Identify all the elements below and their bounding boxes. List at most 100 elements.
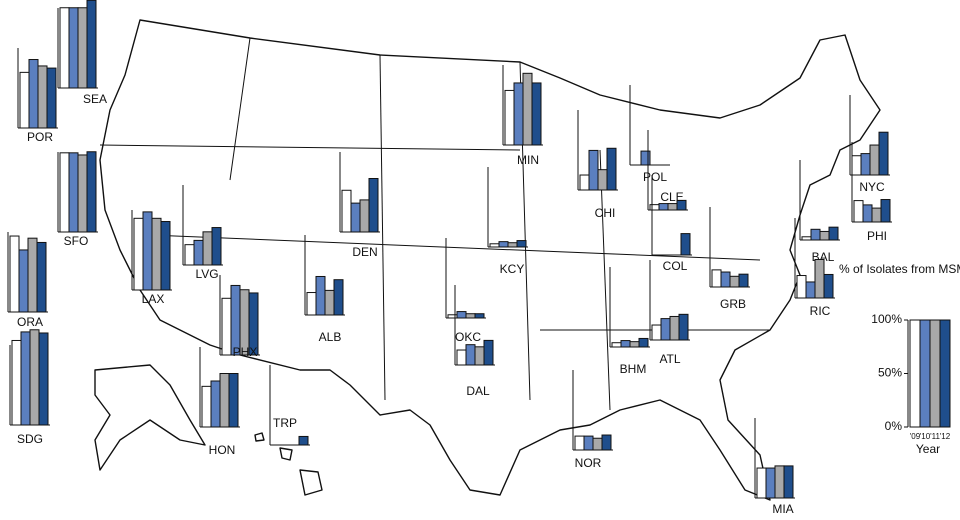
bar (513, 82, 524, 146)
bar (819, 230, 830, 241)
bar (228, 373, 239, 428)
legend-tick-label: 100% (871, 312, 902, 326)
legend-bar (909, 319, 921, 428)
bar (324, 289, 335, 316)
bar (68, 152, 79, 233)
bar (814, 258, 825, 299)
bar (574, 435, 585, 451)
bar (507, 242, 518, 248)
bar (531, 82, 542, 146)
bar (592, 437, 603, 451)
bar (601, 434, 612, 451)
bar (465, 344, 476, 366)
bar (202, 231, 213, 266)
legend-year: '11 (930, 432, 940, 441)
bar (878, 131, 889, 176)
site-label: DAL (466, 384, 490, 398)
bar (59, 152, 70, 233)
site-label: HON (209, 443, 236, 457)
bar (597, 169, 608, 191)
bar (579, 174, 590, 191)
bar (350, 202, 361, 233)
site-label: GRB (720, 297, 746, 311)
bar (86, 0, 97, 89)
bar (651, 324, 662, 341)
bar (37, 65, 48, 129)
bar (193, 239, 204, 266)
bar (18, 249, 29, 313)
bar (606, 147, 617, 191)
alaska (94, 364, 206, 471)
site-label: POL (643, 170, 667, 184)
legend-year: '12 (940, 432, 951, 441)
legend-bar (929, 319, 941, 428)
bar (28, 59, 39, 129)
site-label: ALB (319, 330, 342, 344)
site-label: KCY (500, 262, 525, 276)
bar (142, 211, 153, 291)
bar (219, 373, 230, 428)
bar (862, 204, 873, 223)
bar (680, 233, 691, 256)
bar (629, 341, 640, 348)
bar (359, 199, 370, 233)
bar (765, 467, 776, 499)
bar (306, 292, 317, 316)
bar (465, 313, 476, 319)
site-label: SEA (83, 92, 107, 106)
bar (649, 204, 660, 211)
bar (669, 315, 680, 341)
site-label: COL (663, 259, 688, 273)
bar (474, 346, 485, 366)
bar (583, 435, 594, 451)
bar (860, 153, 871, 176)
bar (133, 217, 144, 291)
site-label: NOR (575, 456, 602, 470)
bar (77, 7, 88, 89)
bar (184, 244, 195, 266)
bar (729, 275, 740, 288)
bar (640, 150, 651, 166)
bar (869, 144, 880, 176)
site-label: RIC (810, 304, 831, 318)
site-label: LAX (142, 292, 165, 306)
bar (46, 67, 57, 129)
site-label: CHI (595, 206, 616, 220)
site-label: ORA (17, 315, 43, 329)
bar (783, 465, 794, 499)
bar (315, 275, 326, 316)
bar (805, 281, 816, 299)
bar (498, 241, 509, 248)
bar (516, 240, 527, 248)
bar (483, 339, 494, 366)
bar (660, 318, 671, 341)
bar (210, 380, 221, 428)
bar (20, 331, 31, 426)
bar (853, 200, 864, 223)
bar (810, 228, 821, 241)
bar (796, 275, 807, 299)
bar (711, 269, 722, 288)
bar (298, 435, 309, 446)
legend-tick-label: 0% (885, 419, 903, 433)
bar (68, 7, 79, 89)
legend: % of Isolates from MSM* Year (839, 262, 960, 456)
bar (29, 329, 40, 426)
bar (801, 236, 812, 241)
site-label: ATL (659, 352, 680, 366)
bar (59, 7, 70, 89)
bar (658, 203, 669, 211)
bar (474, 313, 485, 319)
bar (38, 332, 49, 426)
bar (522, 72, 533, 146)
bar (880, 199, 891, 223)
legend-year: '10 (920, 432, 931, 441)
bar (676, 199, 687, 211)
bar (456, 349, 467, 366)
bar (489, 243, 500, 248)
legend-bar (919, 319, 931, 428)
bar (201, 385, 212, 428)
bar (738, 273, 749, 288)
bar (211, 227, 222, 266)
